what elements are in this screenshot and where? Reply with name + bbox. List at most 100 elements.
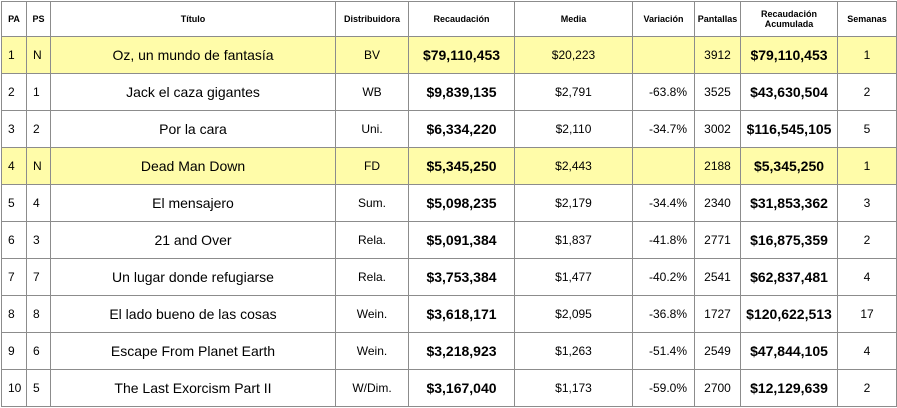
cell-average: $2,110 xyxy=(514,110,633,148)
cell-change xyxy=(632,36,695,74)
cell-gross: $3,167,040 xyxy=(408,369,515,407)
cell-gross: $6,334,220 xyxy=(408,110,515,148)
cell-distributor: Wein. xyxy=(335,295,409,333)
cell-distributor: Rela. xyxy=(335,258,409,296)
cell-title: El lado bueno de las cosas xyxy=(50,295,336,333)
cell-distributor: Wein. xyxy=(335,332,409,370)
cell-distributor: W/Dim. xyxy=(335,369,409,407)
cell-total: $116,545,105 xyxy=(740,110,838,148)
cell-total: $12,129,639 xyxy=(740,369,838,407)
cell-rank: 2 xyxy=(1,73,27,111)
cell-change: -63.8% xyxy=(632,73,695,111)
cell-change: -51.4% xyxy=(632,332,695,370)
cell-previous-rank: 4 xyxy=(26,184,51,222)
cell-gross: $3,753,384 xyxy=(408,258,515,296)
cell-screens: 2188 xyxy=(694,147,741,185)
table-row: 5 4 El mensajero Sum. $5,098,235 $2,179 -34.4%… xyxy=(1,184,897,222)
cell-title: Oz, un mundo de fantasía xyxy=(50,36,336,74)
cell-total: $16,875,359 xyxy=(740,221,838,259)
cell-total: $43,630,504 xyxy=(740,73,838,111)
cell-gross: $9,839,135 xyxy=(408,73,515,111)
cell-average: $1,837 xyxy=(514,221,633,259)
header-total-line2: Acumulada xyxy=(764,19,814,29)
cell-distributor: FD xyxy=(335,147,409,185)
header-total-line1: Recaudación xyxy=(760,9,818,19)
cell-weeks: 3 xyxy=(837,184,897,222)
cell-title: The Last Exorcism Part II xyxy=(50,369,336,407)
cell-screens: 3525 xyxy=(694,73,741,111)
cell-weeks: 2 xyxy=(837,221,897,259)
cell-distributor: Sum. xyxy=(335,184,409,222)
cell-weeks: 2 xyxy=(837,369,897,407)
cell-change: -36.8% xyxy=(632,295,695,333)
cell-change: -41.8% xyxy=(632,221,695,259)
header-distributor: Distribuidora xyxy=(335,1,409,37)
table-row: 3 2 Por la cara Uni. $6,334,220 $2,110 -34.7% 3… xyxy=(1,110,897,148)
cell-weeks: 4 xyxy=(837,258,897,296)
table-row: 8 8 El lado bueno de las cosas Wein. $3,618,… xyxy=(1,295,897,333)
cell-screens: 2541 xyxy=(694,258,741,296)
cell-total: $31,853,362 xyxy=(740,184,838,222)
cell-change: -34.7% xyxy=(632,110,695,148)
cell-title: Por la cara xyxy=(50,110,336,148)
cell-previous-rank: 8 xyxy=(26,295,51,333)
cell-previous-rank: 7 xyxy=(26,258,51,296)
cell-screens: 2549 xyxy=(694,332,741,370)
cell-previous-rank: N xyxy=(26,147,51,185)
cell-previous-rank: 2 xyxy=(26,110,51,148)
cell-weeks: 5 xyxy=(837,110,897,148)
cell-gross: $5,345,250 xyxy=(408,147,515,185)
cell-change: -59.0% xyxy=(632,369,695,407)
cell-screens: 2771 xyxy=(694,221,741,259)
table-row: 9 6 Escape From Planet Earth Wein. $3,218,92… xyxy=(1,332,897,370)
cell-previous-rank: 5 xyxy=(26,369,51,407)
cell-distributor: Rela. xyxy=(335,221,409,259)
cell-gross: $3,618,171 xyxy=(408,295,515,333)
cell-rank: 3 xyxy=(1,110,27,148)
cell-rank: 8 xyxy=(1,295,27,333)
cell-screens: 2700 xyxy=(694,369,741,407)
table-row: 4 N Dead Man Down FD $5,345,250 $2,443 2188 $5,… xyxy=(1,147,897,185)
cell-average: $1,477 xyxy=(514,258,633,296)
cell-previous-rank: 1 xyxy=(26,73,51,111)
cell-screens: 1727 xyxy=(694,295,741,333)
cell-previous-rank: N xyxy=(26,36,51,74)
header-weeks: Semanas xyxy=(837,1,897,37)
cell-average: $2,791 xyxy=(514,73,633,111)
cell-gross: $5,091,384 xyxy=(408,221,515,259)
cell-rank: 7 xyxy=(1,258,27,296)
cell-rank: 1 xyxy=(1,36,27,74)
table-row: 2 1 Jack el caza gigantes WB $9,839,135 $2,79… xyxy=(1,73,897,111)
cell-gross: $79,110,453 xyxy=(408,36,515,74)
cell-screens: 3912 xyxy=(694,36,741,74)
cell-average: $2,179 xyxy=(514,184,633,222)
cell-average: $20,223 xyxy=(514,36,633,74)
cell-title: Dead Man Down xyxy=(50,147,336,185)
cell-title: El mensajero xyxy=(50,184,336,222)
header-pa: PA xyxy=(1,1,27,37)
cell-gross: $3,218,923 xyxy=(408,332,515,370)
cell-previous-rank: 3 xyxy=(26,221,51,259)
cell-change: -34.4% xyxy=(632,184,695,222)
cell-average: $2,095 xyxy=(514,295,633,333)
cell-screens: 2340 xyxy=(694,184,741,222)
cell-title: 21 and Over xyxy=(50,221,336,259)
cell-total: $79,110,453 xyxy=(740,36,838,74)
cell-distributor: Uni. xyxy=(335,110,409,148)
table-row: 10 5 The Last Exorcism Part II W/Dim. $3,167… xyxy=(1,369,897,407)
table-body: 1 N Oz, un mundo de fantasía BV $79,110,453 $… xyxy=(1,36,897,407)
header-change: Variación xyxy=(632,1,695,37)
cell-average: $1,173 xyxy=(514,369,633,407)
cell-screens: 3002 xyxy=(694,110,741,148)
cell-weeks: 1 xyxy=(837,36,897,74)
cell-rank: 10 xyxy=(1,369,27,407)
cell-weeks: 4 xyxy=(837,332,897,370)
cell-total: $47,844,105 xyxy=(740,332,838,370)
cell-rank: 5 xyxy=(1,184,27,222)
header-title: Título xyxy=(50,1,336,37)
cell-total: $62,837,481 xyxy=(740,258,838,296)
cell-weeks: 2 xyxy=(837,73,897,111)
cell-rank: 6 xyxy=(1,221,27,259)
cell-distributor: BV xyxy=(335,36,409,74)
